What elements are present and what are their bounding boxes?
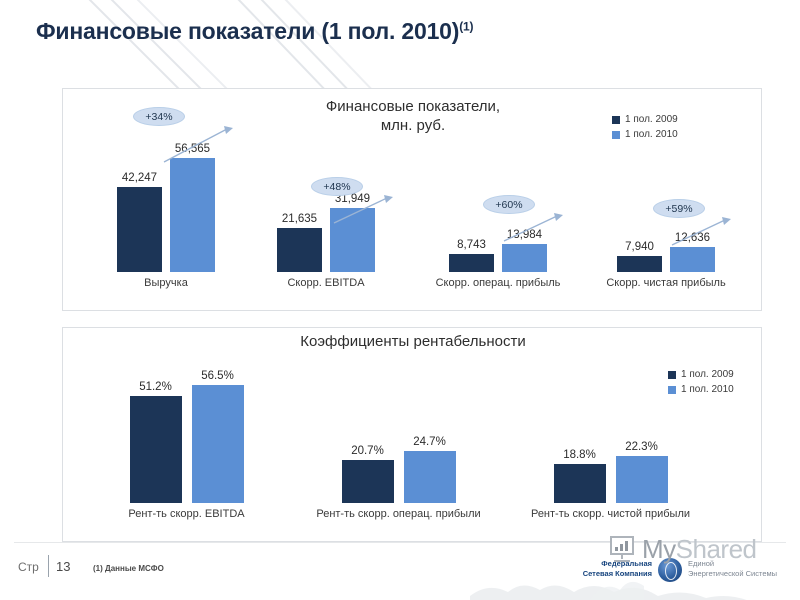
bar-column[interactable]: 42,247 bbox=[117, 147, 162, 272]
bar-value-label: 56,565 bbox=[174, 143, 211, 155]
bar-value-label: 20.7% bbox=[351, 445, 384, 457]
bar-value-label: 12,636 bbox=[674, 232, 711, 244]
bar-column[interactable]: 7,940 bbox=[617, 147, 662, 272]
growth-badge: +60% bbox=[483, 195, 535, 214]
bar-column[interactable]: 56.5% bbox=[191, 370, 244, 503]
logo-company-line1: Федеральная bbox=[601, 559, 652, 568]
bar-group-label: Скорр. EBITDA bbox=[287, 277, 365, 289]
logo-company-line2: Сетевая Компания bbox=[582, 569, 652, 578]
chart-panel-profitability-ratios: Коэффициенты рентабельности 51.2% 56.5% Ре… bbox=[62, 327, 762, 542]
slide-footer: Стр 13 (1) Данные МСФО Федеральная Сетев… bbox=[0, 542, 800, 600]
bar[interactable] bbox=[330, 208, 375, 272]
bar-group: 18.8% 22.3% Рент-ть скорр. чистой прибыли bbox=[523, 373, 698, 520]
legend-item-ratios-2009: 1 пол. 2009 bbox=[668, 367, 734, 382]
bar[interactable] bbox=[191, 385, 244, 503]
legend-swatch-2009 bbox=[612, 115, 620, 124]
bar-group-bars: 21,635 31,949 bbox=[251, 147, 401, 272]
bar[interactable] bbox=[502, 244, 547, 272]
page-number: 13 bbox=[56, 559, 71, 574]
bar-group-label: Скорр. чистая прибыль bbox=[606, 277, 726, 289]
page-separator bbox=[48, 555, 49, 577]
footer-divider bbox=[14, 542, 786, 543]
bar[interactable] bbox=[129, 396, 182, 503]
chart-legend-financial-indicators: 1 пол. 2009 1 пол. 2010 bbox=[612, 112, 678, 142]
legend-swatch-ratios-2009 bbox=[668, 370, 676, 379]
legend-item-ratios-2010: 1 пол. 2010 bbox=[668, 382, 734, 397]
legend-label-2009: 1 пол. 2009 bbox=[625, 113, 678, 125]
bar-column[interactable]: 51.2% bbox=[129, 373, 182, 503]
bar-value-label: 42,247 bbox=[121, 172, 158, 184]
legend-label-ratios-2009: 1 пол. 2009 bbox=[681, 368, 734, 380]
logo-company-name: Федеральная Сетевая Компания bbox=[560, 559, 652, 579]
bar-group: 21,635 31,949 Скорр. EBITDA bbox=[251, 147, 401, 289]
bar-column[interactable]: 8,743 bbox=[449, 147, 494, 272]
bar[interactable] bbox=[449, 254, 494, 272]
bar-value-label: 7,940 bbox=[625, 241, 654, 253]
bar-group-label: Рент-ть скорр. операц. прибыли bbox=[316, 508, 481, 520]
bar[interactable] bbox=[277, 228, 322, 272]
company-logo: Федеральная Сетевая Компания Единой Энер… bbox=[560, 556, 790, 590]
bar-group: 42,247 56,565 Выручка bbox=[91, 143, 241, 289]
logo-subtitle-line2: Энергетической Системы bbox=[688, 569, 778, 578]
bar-group-label: Рент-ть скорр. EBITDA bbox=[128, 508, 245, 520]
slide-header: Финансовые показатели (1 пол. 2010)(1) bbox=[0, 0, 800, 62]
globe-icon bbox=[658, 558, 682, 582]
footnote-text: (1) Данные МСФО bbox=[93, 564, 164, 573]
bar-value-label: 56.5% bbox=[201, 370, 234, 382]
page-title-footnote-marker: (1) bbox=[459, 19, 474, 34]
bar-group-label: Выручка bbox=[144, 277, 188, 289]
chart-panel-financial-indicators: Финансовые показатели, млн. руб. 42,247 5… bbox=[62, 88, 762, 311]
bar-value-label: 51.2% bbox=[139, 381, 172, 393]
logo-subtitle: Единой Энергетической Системы bbox=[688, 559, 777, 579]
growth-badge: +59% bbox=[653, 199, 705, 218]
bar[interactable] bbox=[341, 460, 394, 503]
bar-group: 51.2% 56.5% Рент-ть скорр. EBITDA bbox=[99, 370, 274, 520]
chart-plot-financial-indicators: 42,247 56,565 Выручка 21,635 31,949 Скорр. EB… bbox=[63, 89, 761, 310]
growth-badge: +48% bbox=[311, 177, 363, 196]
bar-group-label: Скорр. операц. прибыль bbox=[435, 277, 561, 289]
chart-title-financial-indicators: Финансовые показатели, млн. руб. bbox=[325, 98, 501, 134]
bar-group-bars: 42,247 56,565 bbox=[91, 143, 241, 272]
bar[interactable] bbox=[615, 456, 668, 503]
bar[interactable] bbox=[617, 256, 662, 272]
growth-badge: +34% bbox=[133, 107, 185, 126]
bar[interactable] bbox=[553, 464, 606, 503]
legend-label-2010: 1 пол. 2010 bbox=[625, 128, 678, 140]
legend-swatch-ratios-2010 bbox=[668, 385, 676, 394]
bar-value-label: 18.8% bbox=[563, 449, 596, 461]
bar-column[interactable]: 56,565 bbox=[170, 143, 215, 272]
page-title-text: Финансовые показатели (1 пол. 2010) bbox=[36, 18, 460, 44]
bar-column[interactable]: 31,949 bbox=[330, 147, 375, 272]
bar-group: 20.7% 24.7% Рент-ть скорр. операц. прибыли bbox=[311, 373, 486, 520]
chart-legend-profitability-ratios: 1 пол. 2009 1 пол. 2010 bbox=[668, 367, 734, 397]
bar[interactable] bbox=[117, 187, 162, 272]
bar-value-label: 22.3% bbox=[625, 441, 658, 453]
bar-group-bars: 20.7% 24.7% bbox=[311, 373, 486, 503]
bar-value-label: 21,635 bbox=[281, 213, 318, 225]
bar-column[interactable]: 18.8% bbox=[553, 373, 606, 503]
legend-label-ratios-2010: 1 пол. 2010 bbox=[681, 383, 734, 395]
bar[interactable] bbox=[670, 247, 715, 272]
legend-swatch-2010 bbox=[612, 130, 620, 139]
legend-item-2010: 1 пол. 2010 bbox=[612, 127, 678, 142]
bar-group-label: Рент-ть скорр. чистой прибыли bbox=[530, 508, 691, 520]
bar-value-label: 8,743 bbox=[457, 239, 486, 251]
page-title: Финансовые показатели (1 пол. 2010)(1) bbox=[36, 18, 473, 45]
bar-column[interactable]: 22.3% bbox=[615, 373, 668, 503]
bar-group-bars: 18.8% 22.3% bbox=[523, 373, 698, 503]
bar[interactable] bbox=[170, 158, 215, 272]
bar-column[interactable]: 24.7% bbox=[403, 373, 456, 503]
bar-column[interactable]: 21,635 bbox=[277, 147, 322, 272]
legend-item-2009: 1 пол. 2009 bbox=[612, 112, 678, 127]
bar-value-label: 13,984 bbox=[506, 229, 543, 241]
bar-value-label: 24.7% bbox=[413, 436, 446, 448]
logo-subtitle-line1: Единой bbox=[688, 559, 715, 568]
chart-plot-profitability-ratios: 51.2% 56.5% Рент-ть скорр. EBITDA 20.7% 24.7… bbox=[63, 328, 761, 541]
bar-column[interactable]: 20.7% bbox=[341, 373, 394, 503]
chart-title-profitability-ratios: Коэффициенты рентабельности bbox=[300, 333, 526, 350]
bar-group-bars: 51.2% 56.5% bbox=[99, 370, 274, 503]
page-label: Стр bbox=[18, 560, 39, 574]
bar[interactable] bbox=[403, 451, 456, 503]
